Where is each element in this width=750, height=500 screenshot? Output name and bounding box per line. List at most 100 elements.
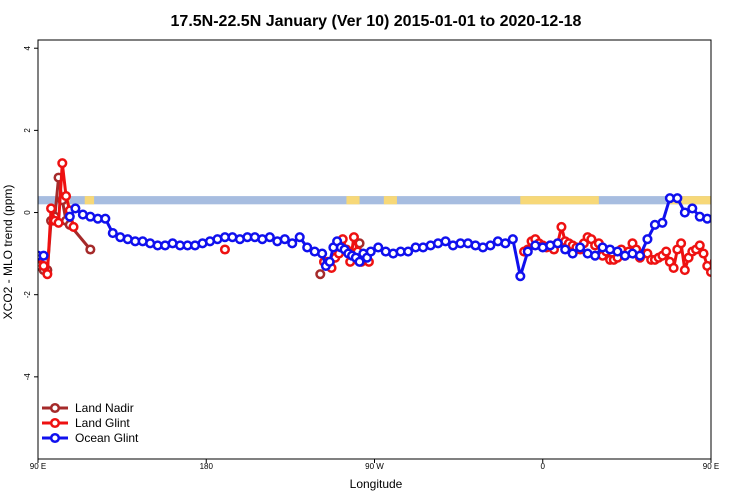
land-glint-point [38, 260, 49, 271]
ocean-glint-point [279, 234, 290, 245]
land-glint-point [737, 223, 745, 231]
land-glint-point [726, 159, 734, 167]
land-glint-point [46, 203, 57, 214]
land-glint-point [668, 262, 679, 274]
land-glint-point [60, 191, 72, 202]
ocean-glint-point [302, 242, 313, 253]
ocean-glint-point [634, 250, 646, 261]
land-glint-point [709, 258, 711, 266]
land-glint-point [694, 240, 705, 251]
land-glint-point [57, 158, 68, 169]
land-nadir-point [735, 217, 743, 225]
ocean-glint-point [560, 244, 571, 255]
land-glint-point [722, 219, 730, 227]
land-nadir-point [713, 266, 721, 274]
land-nadir-point [85, 244, 96, 255]
legend-marker-land-glint [49, 417, 61, 429]
ocean-glint-point [354, 256, 365, 267]
x-tick-label: 90 E [703, 462, 719, 471]
y-tick-label: -4 [23, 373, 32, 381]
land-glint-point [68, 221, 79, 232]
x-tick-label: 180 [200, 462, 214, 471]
ocean-glint-point [733, 235, 741, 243]
land-nadir-point [720, 217, 728, 225]
series-land-glint [38, 158, 750, 280]
ocean-glint-point [575, 242, 586, 253]
ocean-glint-point [687, 203, 698, 214]
legend-label-land-nadir: Land Nadir [75, 401, 134, 415]
series-layer [38, 158, 750, 282]
ocean-glint-point [38, 250, 49, 261]
land-nadir-point [739, 221, 747, 229]
ocean-glint-point [264, 232, 275, 243]
ocean-glint-point [70, 203, 81, 214]
y-tick-label: 0 [23, 210, 32, 215]
chart-title: 17.5N-22.5N January (Ver 10) 2015-01-01 … [171, 13, 582, 30]
land-nadir-point [717, 266, 725, 274]
ocean-glint-point [100, 213, 111, 224]
ocean-glint-point [507, 234, 518, 245]
ocean-glint-point [500, 238, 511, 249]
ocean-glint-point [679, 207, 690, 218]
ocean-glint-point [324, 256, 335, 267]
y-tick-label: 4 [23, 45, 32, 50]
land-nadir-point [732, 196, 740, 204]
ocean-glint-point [552, 238, 563, 249]
land-glint-point [698, 248, 709, 259]
legend-label-ocean-glint: Ocean Glint [75, 431, 139, 445]
ocean-glint-point [294, 232, 305, 243]
ocean-glint-point [365, 246, 376, 257]
y-tick-label: 2 [23, 128, 32, 133]
ocean-band [38, 196, 711, 205]
land-nadir-point [728, 174, 736, 182]
x-tick-label: 0 [541, 462, 546, 471]
y-tick-label: -2 [23, 291, 32, 299]
land-glint-point [705, 267, 711, 278]
series-land-nadir [38, 172, 750, 280]
series-clip-group [38, 158, 750, 282]
land-glint-point [679, 264, 690, 276]
ocean-glint-point [672, 193, 683, 204]
land-glint-point [348, 232, 359, 243]
ocean-glint-point [709, 215, 711, 223]
ocean-glint-point [440, 236, 451, 247]
land-span-1 [84, 196, 95, 205]
ocean-glint-point [317, 248, 328, 259]
land-glint-point [715, 205, 723, 213]
ocean-glint-point [702, 213, 711, 224]
ocean-glint-point [485, 240, 496, 251]
ocean-glint-point [522, 246, 533, 257]
land-glint-point [53, 217, 64, 228]
land-glint-point [745, 225, 750, 233]
land-glint-point [730, 192, 738, 200]
land-glint-point [661, 246, 672, 257]
x-axis-label: Longitude [350, 477, 403, 491]
series-ocean-glint [38, 193, 741, 282]
ocean-glint-point [567, 248, 578, 259]
land-nadir-line-3 [713, 178, 750, 270]
legend-label-land-glint: Land Glint [75, 416, 130, 430]
land-ocean-band [38, 196, 711, 205]
ocean-glint-point [726, 233, 734, 241]
x-tick-label: 90 E [30, 462, 46, 471]
ocean-glint-point [612, 246, 623, 257]
land-glint-point [42, 269, 53, 280]
ocean-glint-point [373, 242, 384, 253]
land-glint-point [733, 207, 741, 215]
land-glint-point [556, 221, 567, 232]
ocean-glint-point [657, 217, 668, 228]
legend-marker-ocean-glint [49, 432, 61, 444]
land-glint-point [676, 238, 687, 249]
land-span-4 [520, 196, 599, 205]
ocean-glint-point [287, 238, 298, 249]
ocean-glint-point [718, 229, 726, 237]
land-glint-point [219, 244, 230, 255]
land-glint-point [718, 215, 726, 223]
ocean-glint-point [590, 250, 601, 261]
land-nadir-point [724, 213, 732, 221]
land-nadir-point [315, 269, 326, 280]
x-tick-label: 90 W [365, 462, 384, 471]
ocean-glint-point [107, 228, 118, 239]
